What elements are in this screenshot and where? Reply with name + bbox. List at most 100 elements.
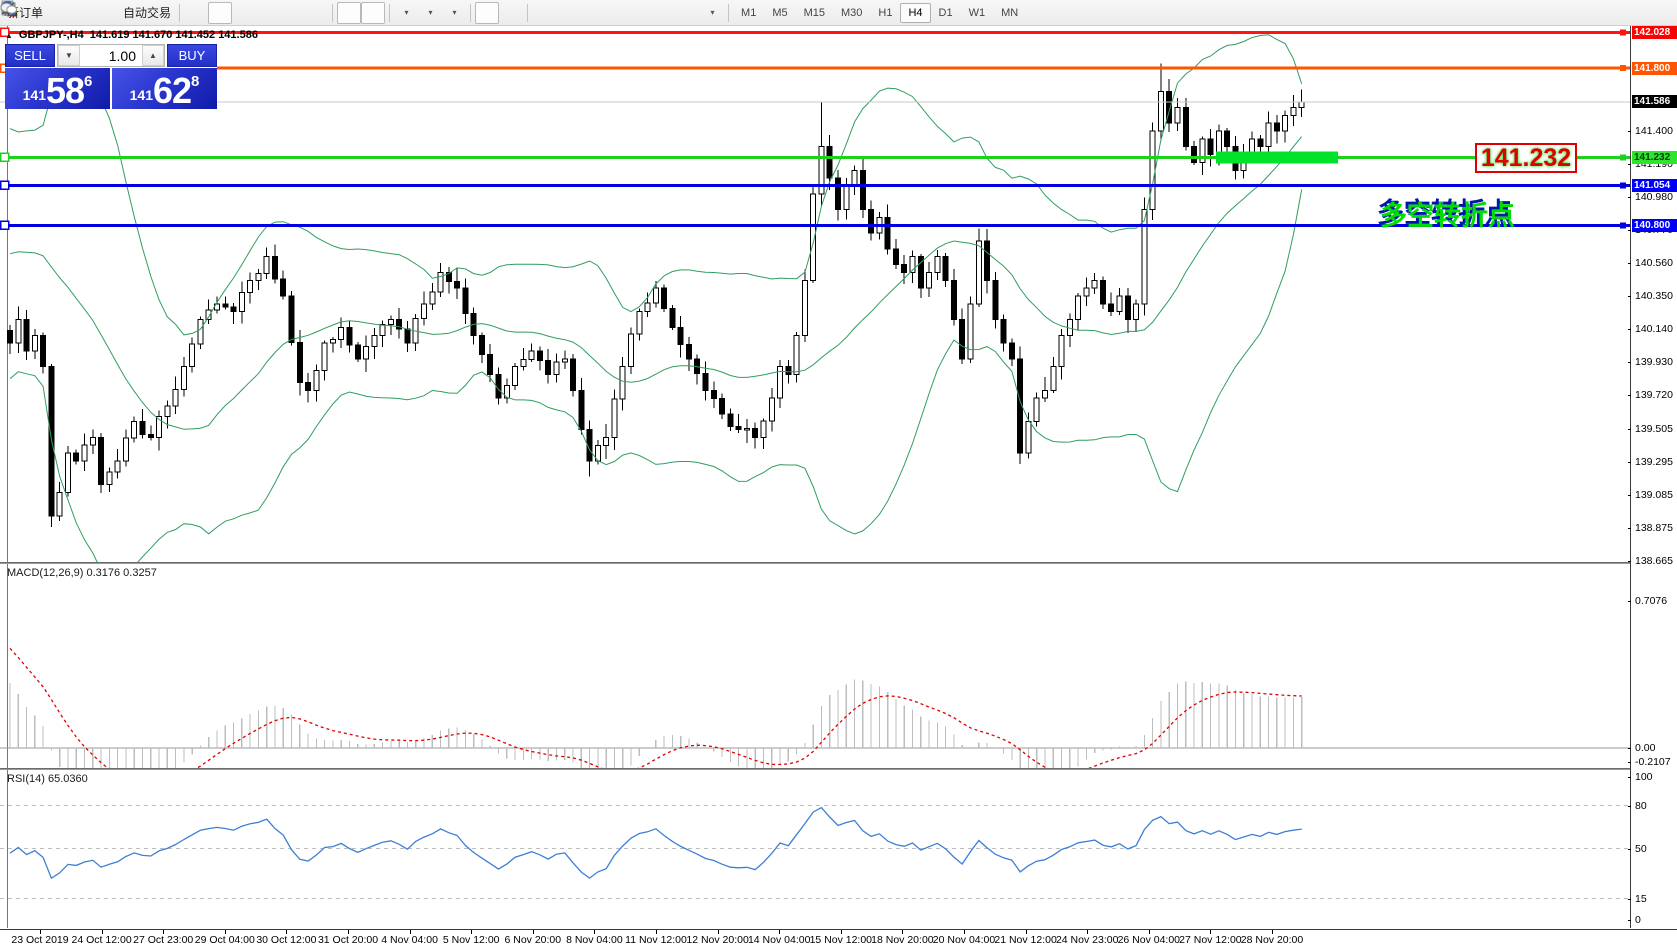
sell-price-pip: 6 <box>84 73 93 90</box>
time-label: 4 Nov 04:00 <box>381 934 438 946</box>
candle-body <box>139 421 146 436</box>
candle-body <box>1182 106 1189 148</box>
time-label: 30 Oct 12:00 <box>256 934 317 946</box>
tick-mark <box>1628 361 1631 363</box>
volume-increase-button[interactable]: ▲ <box>142 45 164 66</box>
candle-body <box>1108 303 1115 313</box>
chat-button[interactable] <box>0 2 1671 24</box>
timeframe-h1-button[interactable]: H1 <box>878 6 893 19</box>
time-tick <box>1087 930 1089 934</box>
chart-window[interactable]: ▲ GBPJPY-,H4 141.619 141.670 141.452 141… <box>0 25 1677 948</box>
cursor-tool-button[interactable] <box>5 1 500 24</box>
timeframe-m30-button[interactable]: M30 <box>841 6 863 19</box>
candle-body <box>1000 319 1007 344</box>
price-tick: 139.295 <box>1635 455 1673 468</box>
candlestick-mode-button[interactable] <box>2 1 233 24</box>
periods-button[interactable]: ▾ <box>1 1 442 24</box>
text-tool-button[interactable]: A <box>4 1 676 24</box>
indicators-button[interactable]: ▾ <box>1 0 418 24</box>
zoom-in-button[interactable] <box>1 1 280 24</box>
price-tick: 138.665 <box>1635 554 1673 567</box>
chart-title: ▲ GBPJPY-,H4 141.619 141.670 141.452 141… <box>5 29 258 41</box>
candle-body <box>437 271 444 293</box>
market-watch-button[interactable] <box>1 2 71 24</box>
price-chart-plot[interactable]: 141.232 多空转折点 <box>0 26 1630 562</box>
timeframe-m5-button[interactable]: M5 <box>772 6 788 19</box>
candle-body <box>1199 138 1206 163</box>
auto-scroll-button[interactable] <box>2 1 362 24</box>
candle-body <box>967 303 974 360</box>
candle-body <box>238 292 245 313</box>
timeframe-m1-button[interactable]: M1 <box>741 6 757 19</box>
timeframe-mn-button[interactable]: MN <box>1001 6 1019 19</box>
trendline-tool-button[interactable] <box>1 2 604 24</box>
auto-trading-button[interactable]: 自动交易 <box>0 0 175 24</box>
time-label: 27 Oct 23:00 <box>133 934 194 946</box>
panel-separator[interactable] <box>0 562 1677 564</box>
templates-button[interactable]: ▾ <box>1 2 466 24</box>
candle-body <box>404 328 411 344</box>
candle-body <box>934 256 941 273</box>
price-annotation-box[interactable]: 141.232 <box>1475 143 1577 173</box>
price-axis[interactable]: 141.400141.190140.980140.770140.560140.3… <box>1628 25 1677 928</box>
candle-body <box>189 343 196 368</box>
panel-separator[interactable] <box>0 768 1677 770</box>
search-button[interactable] <box>1 1 1647 24</box>
timeframe-h4-button[interactable]: H4 <box>900 2 931 23</box>
timeframe-d1-button[interactable]: D1 <box>938 6 953 19</box>
zoom-out-button[interactable] <box>1 1 304 24</box>
time-label: 5 Nov 12:00 <box>442 934 500 946</box>
macd-panel[interactable]: MACD(12,26,9) 0.3176 0.3257 <box>0 564 1630 768</box>
channel-tool-button[interactable]: E <box>1 1 628 24</box>
vertical-line-tool-button[interactable] <box>7 2 556 24</box>
signals-button[interactable] <box>1 1 119 24</box>
buy-price-base: 141 <box>129 87 153 103</box>
label-tool-button[interactable]: T <box>2 2 700 24</box>
crosshair-tool-button[interactable] <box>2 2 523 24</box>
toolbar-separator <box>389 3 391 22</box>
candle-body <box>1207 138 1214 156</box>
fibonacci-tool-button[interactable]: F <box>2 2 652 24</box>
bar-chart-mode-button[interactable] <box>2 2 208 24</box>
tile-windows-button[interactable] <box>2 2 328 24</box>
price-tick: 138.875 <box>1635 521 1673 534</box>
timeframe-w1-button[interactable]: W1 <box>968 6 986 19</box>
volume-decrease-button[interactable]: ▼ <box>58 45 80 66</box>
rsi-panel[interactable]: RSI(14) 65.0360 <box>0 770 1630 928</box>
candle-body <box>73 452 80 462</box>
price-label-141.232: 141.232 <box>1632 150 1677 164</box>
time-label: 31 Oct 20:00 <box>317 934 379 946</box>
candle-body <box>164 405 171 418</box>
candle-body <box>7 330 13 344</box>
horizontal-line-tool-button[interactable] <box>2 2 580 24</box>
chart-shift-button[interactable] <box>2 1 386 24</box>
one-click-trade-panel: SELL ▼ 1.00 ▲ BUY 141 58 6 141 62 8 <box>5 44 217 109</box>
cn-annotation-text[interactable]: 多空转折点 <box>1380 201 1515 231</box>
volume-input[interactable]: 1.00 <box>108 47 136 64</box>
price-tick: 140.560 <box>1635 256 1673 269</box>
rsi-label: RSI(14) 65.0360 <box>7 773 88 785</box>
buy-quote[interactable]: 141 62 8 <box>112 68 217 109</box>
arrow-shapes-button[interactable]: ▾ <box>4 2 724 24</box>
candle-body <box>553 361 560 376</box>
data-folder-button[interactable] <box>1 2 95 24</box>
candle-body <box>1174 106 1181 124</box>
tick-mark <box>1628 600 1631 602</box>
rsi-line <box>9 806 1302 880</box>
candle-body <box>1099 279 1106 305</box>
candle-body <box>777 366 784 399</box>
one-click-toggle-icon[interactable]: ▲ <box>5 30 13 40</box>
tick-mark <box>1628 848 1631 850</box>
candle-body <box>56 491 63 517</box>
line-chart-mode-button[interactable] <box>1 2 256 24</box>
sell-quote[interactable]: 141 58 6 <box>5 68 110 109</box>
candle-body <box>512 366 519 386</box>
buy-button[interactable]: BUY <box>167 44 217 67</box>
sell-button[interactable]: SELL <box>5 44 55 67</box>
time-axis[interactable]: 23 Oct 2019 24 Oct 12:00 27 Oct 23:00 29 Oc… <box>0 929 1677 948</box>
candle-body <box>23 319 30 352</box>
toolbar-separator <box>332 3 334 22</box>
timeframe-m15-button[interactable]: M15 <box>803 6 825 19</box>
candle-body <box>81 444 88 462</box>
